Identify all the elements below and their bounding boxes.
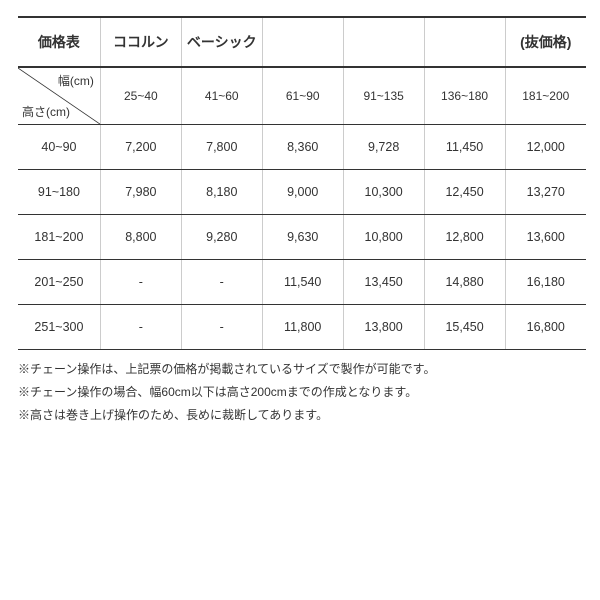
table-row: 201~250 - - 11,540 13,450 14,880 16,180: [18, 260, 586, 305]
note-line: ※チェーン操作は、上記票の価格が掲載されているサイズで製作が可能です。: [18, 358, 586, 381]
table-row: 40~90 7,200 7,800 8,360 9,728 11,450 12,…: [18, 125, 586, 170]
table-subtitle-2: ベーシック: [181, 17, 262, 67]
table-row: 181~200 8,800 9,280 9,630 10,800 12,800 …: [18, 215, 586, 260]
width-range-1: 41~60: [181, 67, 262, 125]
axis-height-label: 高さ(cm): [22, 103, 70, 120]
header-spacer: [424, 17, 505, 67]
price-cell: 13,270: [505, 170, 586, 215]
price-cell: 15,450: [424, 305, 505, 350]
axis-width-label: 幅(cm): [58, 72, 94, 89]
price-cell: 14,880: [424, 260, 505, 305]
price-cell: 10,300: [343, 170, 424, 215]
price-cell: 9,000: [262, 170, 343, 215]
table-row: 251~300 - - 11,800 13,800 15,450 16,800: [18, 305, 586, 350]
price-table: 価格表 ココルン ベーシック (抜価格) 幅(cm) 高さ(cm) 25~40 …: [18, 16, 586, 350]
height-range-2: 181~200: [18, 215, 100, 260]
table-right-title: (抜価格): [505, 17, 586, 67]
price-cell: 9,728: [343, 125, 424, 170]
table-row: 91~180 7,980 8,180 9,000 10,300 12,450 1…: [18, 170, 586, 215]
width-range-5: 181~200: [505, 67, 586, 125]
note-line: ※チェーン操作の場合、幅60cm以下は高さ200cmまでの作成となります。: [18, 381, 586, 404]
price-cell: 12,450: [424, 170, 505, 215]
width-range-4: 136~180: [424, 67, 505, 125]
price-cell: -: [100, 260, 181, 305]
price-cell: 7,980: [100, 170, 181, 215]
price-cell: 11,450: [424, 125, 505, 170]
width-range-0: 25~40: [100, 67, 181, 125]
price-cell: 16,180: [505, 260, 586, 305]
axis-corner-cell: 幅(cm) 高さ(cm): [18, 67, 100, 125]
height-range-4: 251~300: [18, 305, 100, 350]
price-cell: 9,630: [262, 215, 343, 260]
table-title: 価格表: [18, 17, 100, 67]
price-cell: 10,800: [343, 215, 424, 260]
price-cell: 12,000: [505, 125, 586, 170]
price-cell: 12,800: [424, 215, 505, 260]
price-cell: -: [181, 260, 262, 305]
note-line: ※高さは巻き上げ操作のため、長めに裁断してあります。: [18, 404, 586, 427]
width-range-2: 61~90: [262, 67, 343, 125]
header-spacer: [262, 17, 343, 67]
height-range-0: 40~90: [18, 125, 100, 170]
price-cell: 8,800: [100, 215, 181, 260]
header-spacer: [343, 17, 424, 67]
price-cell: 16,800: [505, 305, 586, 350]
width-range-3: 91~135: [343, 67, 424, 125]
price-cell: 11,800: [262, 305, 343, 350]
price-cell: 8,360: [262, 125, 343, 170]
table-subtitle-1: ココルン: [100, 17, 181, 67]
height-range-1: 91~180: [18, 170, 100, 215]
price-cell: 7,800: [181, 125, 262, 170]
price-cell: 8,180: [181, 170, 262, 215]
price-cell: 13,450: [343, 260, 424, 305]
price-cell: 13,800: [343, 305, 424, 350]
price-cell: -: [100, 305, 181, 350]
price-cell: 7,200: [100, 125, 181, 170]
height-range-3: 201~250: [18, 260, 100, 305]
price-cell: 9,280: [181, 215, 262, 260]
notes-block: ※チェーン操作は、上記票の価格が掲載されているサイズで製作が可能です。 ※チェー…: [18, 358, 586, 426]
price-cell: 11,540: [262, 260, 343, 305]
price-cell: -: [181, 305, 262, 350]
price-cell: 13,600: [505, 215, 586, 260]
